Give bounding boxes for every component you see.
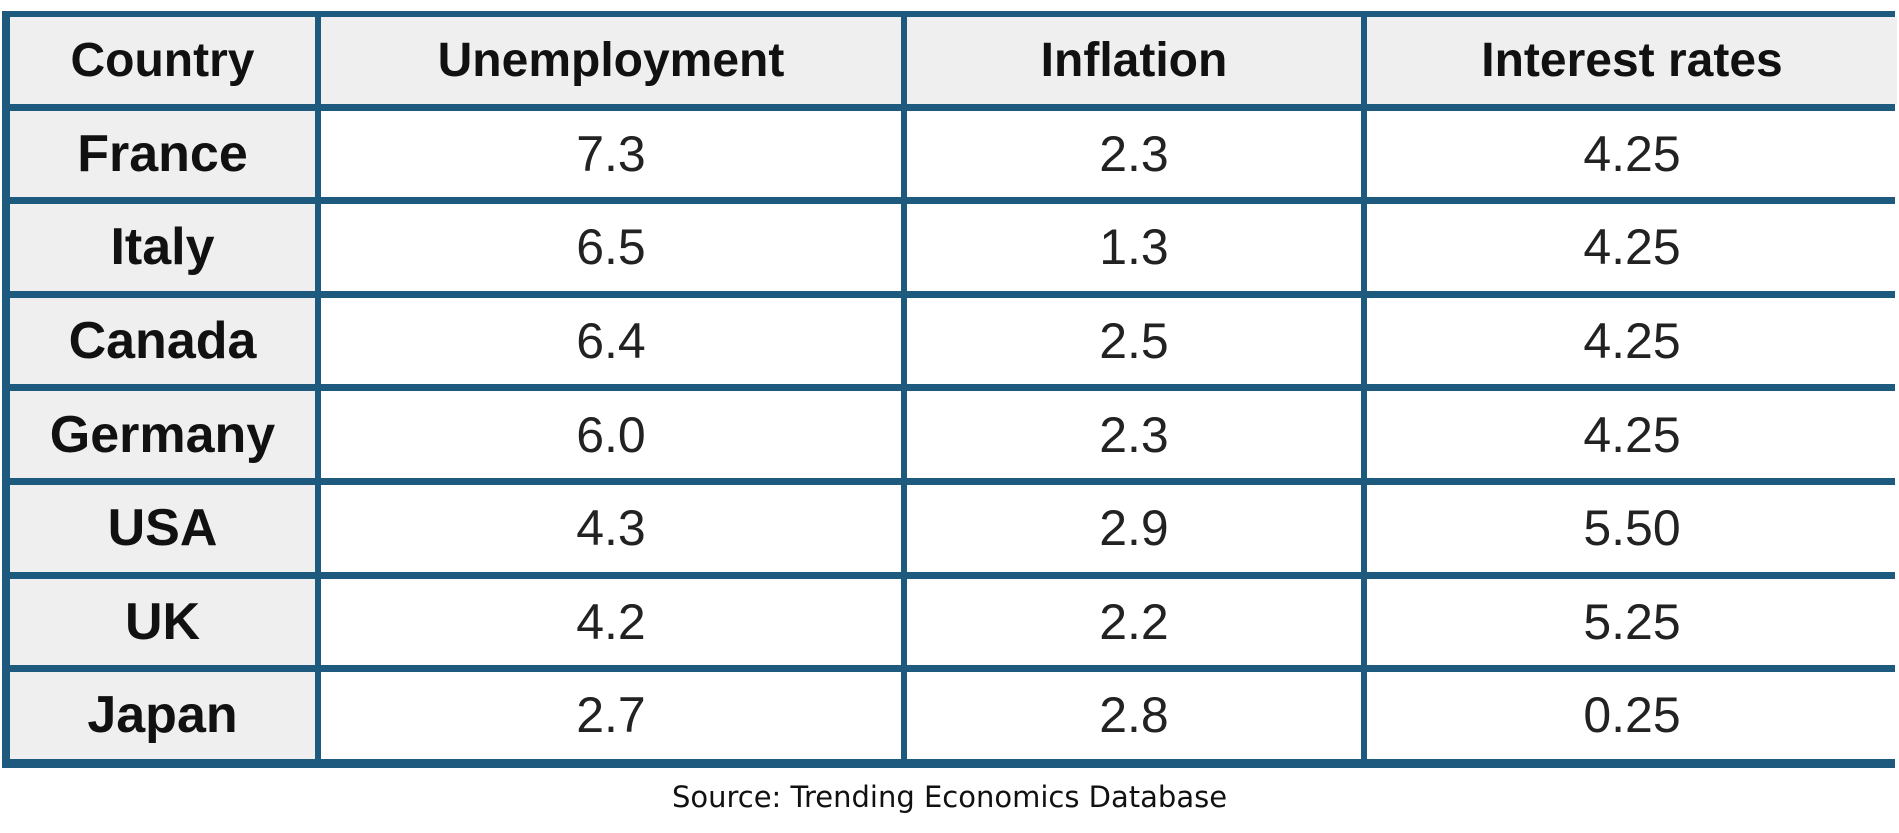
- table-cell: 2.9: [907, 484, 1361, 572]
- table-cell: 4.25: [1367, 204, 1897, 291]
- table-cell: 4.25: [1367, 297, 1897, 385]
- data-table: Country Unemployment Inflation Interest rat…: [2, 11, 1897, 768]
- row-header-country: France: [10, 110, 315, 198]
- column-header: Country: [10, 17, 315, 104]
- table-cell: 2.5: [907, 297, 1361, 385]
- table-cell: 5.50: [1367, 484, 1897, 572]
- source-caption: Source: Trending Economics Database: [671, 780, 1228, 814]
- column-header: Inflation: [907, 17, 1361, 104]
- table-cell: 2.7: [321, 672, 901, 759]
- table-grid: Country Unemployment Inflation Interest rat…: [10, 17, 1897, 760]
- row-header-country: Japan: [10, 672, 315, 759]
- table-cell: 4.25: [1367, 110, 1897, 198]
- table-cell: 5.25: [1367, 578, 1897, 666]
- table-cell: 2.2: [907, 578, 1361, 666]
- table-cell: 2.3: [907, 391, 1361, 478]
- table-cell: 4.3: [321, 484, 901, 572]
- row-header-country: UK: [10, 578, 315, 666]
- table-cell: 2.8: [907, 672, 1361, 759]
- table-cell: 4.2: [321, 578, 901, 666]
- table-cell: 2.3: [907, 110, 1361, 198]
- row-header-country: Italy: [10, 204, 315, 291]
- column-header: Interest rates: [1367, 17, 1897, 104]
- table-cell: 6.0: [321, 391, 901, 478]
- table-cell: 7.3: [321, 110, 901, 198]
- table-cell: 6.5: [321, 204, 901, 291]
- table-cell: 0.25: [1367, 672, 1897, 759]
- row-header-country: Canada: [10, 297, 315, 385]
- column-header: Unemployment: [321, 17, 901, 104]
- table-cell: 6.4: [321, 297, 901, 385]
- row-header-country: USA: [10, 484, 315, 572]
- table-cell: 1.3: [907, 204, 1361, 291]
- row-header-country: Germany: [10, 391, 315, 478]
- table-cell: 4.25: [1367, 391, 1897, 478]
